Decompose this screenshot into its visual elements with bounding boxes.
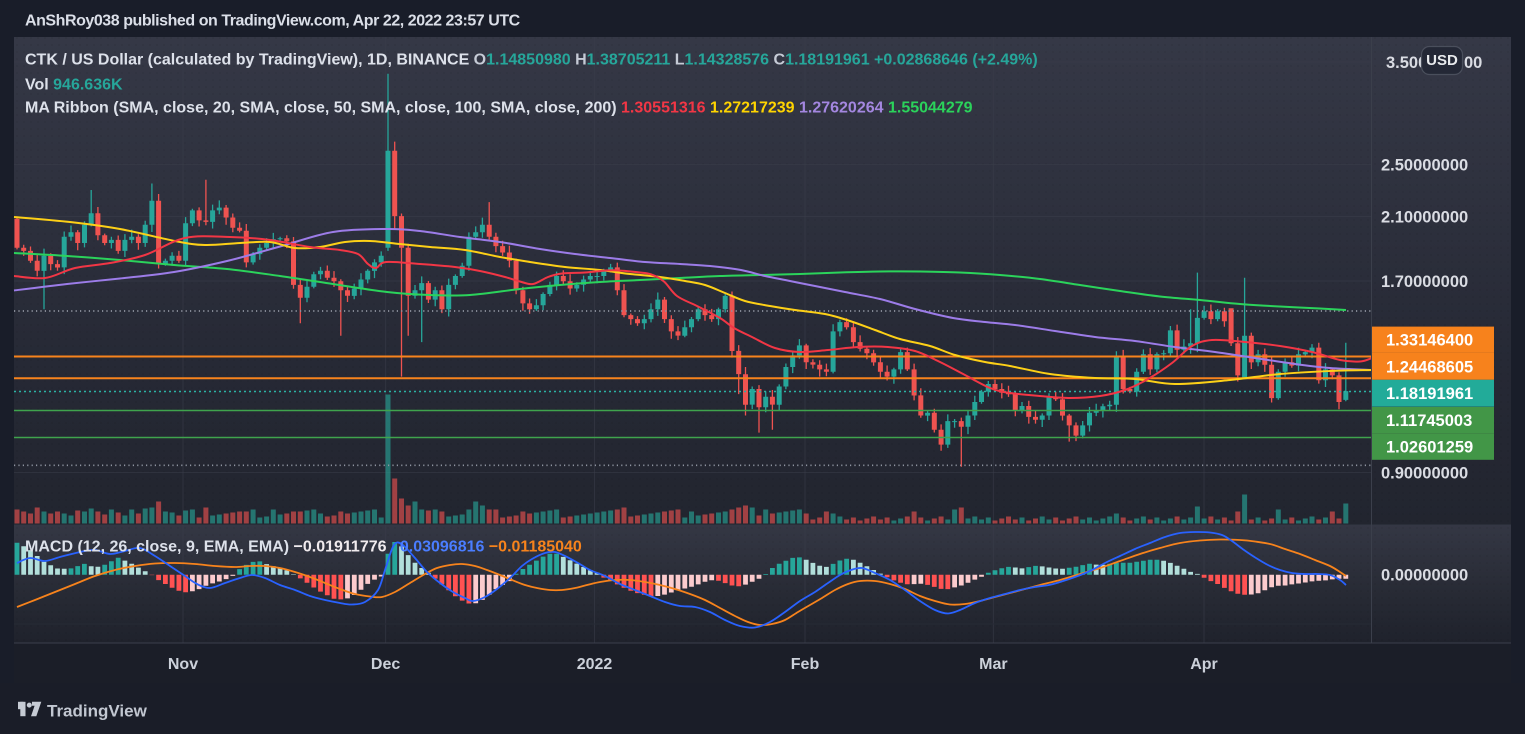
svg-text:2022: 2022 <box>577 656 613 673</box>
svg-text:1.02601259: 1.02601259 <box>1386 438 1473 456</box>
svg-text:1.24468605: 1.24468605 <box>1386 358 1473 376</box>
svg-text:2.50000000: 2.50000000 <box>1381 156 1468 174</box>
svg-text:TradingView: TradingView <box>47 702 148 721</box>
svg-text:1.33146400: 1.33146400 <box>1386 332 1473 350</box>
svg-text:MACD (12, 26, close, 9, EMA, E: MACD (12, 26, close, 9, EMA, EMA) −0.019… <box>25 539 582 556</box>
svg-text:MA Ribbon (SMA, close, 20, SMA: MA Ribbon (SMA, close, 20, SMA, close, 5… <box>25 100 973 117</box>
svg-text:0.90000000: 0.90000000 <box>1381 464 1468 482</box>
svg-text:USD: USD <box>1426 52 1458 69</box>
svg-text:1.70000000: 1.70000000 <box>1381 273 1468 291</box>
svg-text:Nov: Nov <box>168 656 198 673</box>
svg-text:1.11745003: 1.11745003 <box>1386 412 1472 430</box>
svg-text:1.18191961: 1.18191961 <box>1386 385 1473 403</box>
svg-text:CTK / US Dollar (calculated by: CTK / US Dollar (calculated by TradingVi… <box>25 52 1038 69</box>
svg-text:Apr: Apr <box>1190 656 1218 673</box>
svg-text:Feb: Feb <box>791 656 820 673</box>
svg-text:00: 00 <box>1464 54 1482 72</box>
svg-text:Dec: Dec <box>371 656 400 673</box>
svg-text:2.10000000: 2.10000000 <box>1381 208 1468 226</box>
svg-text:Vol 946.636K: Vol 946.636K <box>25 77 123 94</box>
svg-text:AnShRoy038 published on Tradin: AnShRoy038 published on TradingView.com,… <box>25 13 521 30</box>
svg-text:0.00000000: 0.00000000 <box>1381 566 1468 584</box>
svg-text:Mar: Mar <box>979 656 1007 673</box>
